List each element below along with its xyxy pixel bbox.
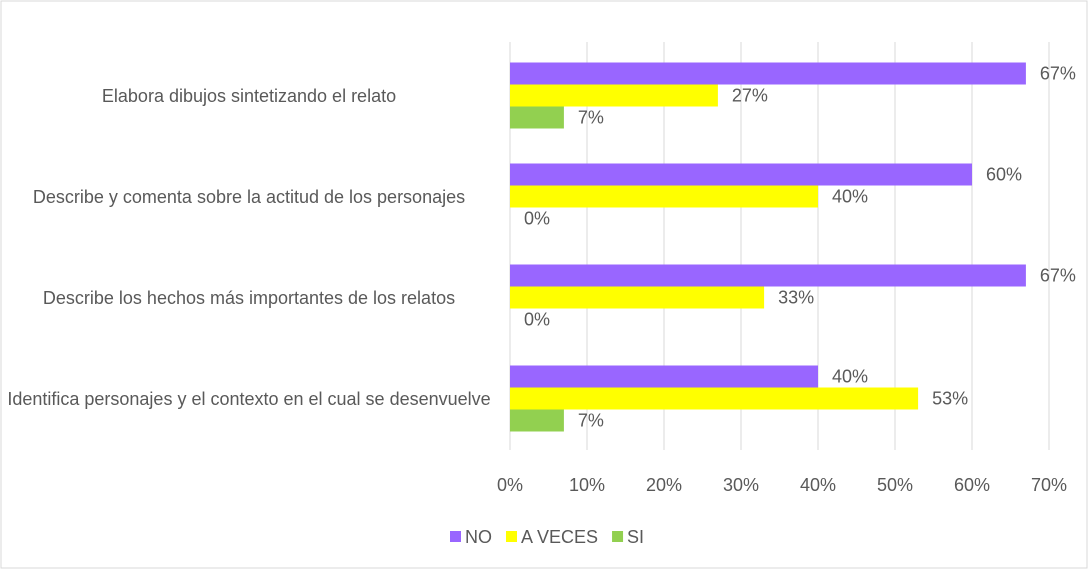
x-tick-label: 40%	[800, 475, 836, 495]
x-tick-label: 50%	[877, 475, 913, 495]
data-label: 53%	[932, 388, 968, 408]
data-label: 0%	[524, 208, 550, 228]
data-label: 33%	[778, 287, 814, 307]
bar	[510, 106, 564, 129]
category-label: Describe los hechos más importantes de l…	[42, 287, 456, 308]
legend-swatch	[612, 531, 624, 542]
data-label: 40%	[832, 366, 868, 386]
bar	[510, 185, 818, 208]
data-label: 7%	[578, 410, 604, 430]
bar	[510, 365, 818, 388]
legend-swatch	[450, 531, 461, 542]
bar	[510, 163, 972, 186]
legend-label: NO	[465, 527, 492, 547]
data-label: 60%	[986, 164, 1022, 184]
x-tick-label: 70%	[1031, 475, 1067, 495]
data-label: 67%	[1040, 265, 1076, 285]
bar	[510, 62, 1026, 85]
x-tick-label: 20%	[646, 475, 682, 495]
category-label: Identifica personajes y el contexto en e…	[7, 388, 491, 409]
data-label: 7%	[578, 107, 604, 127]
legend-label: A VECES	[521, 527, 598, 547]
x-tick-label: 10%	[569, 475, 605, 495]
data-label: 0%	[524, 309, 550, 329]
x-tick-label: 60%	[954, 475, 990, 495]
legend-label: SI	[627, 527, 644, 547]
x-tick-label: 0%	[497, 475, 523, 495]
bar	[510, 286, 765, 309]
bar	[510, 264, 1026, 287]
data-label: 40%	[832, 186, 868, 206]
data-label: 27%	[732, 85, 768, 105]
category-label: Describe y comenta sobre la actitud de l…	[32, 186, 466, 207]
data-label: 67%	[1040, 63, 1076, 83]
x-tick-label: 30%	[723, 475, 759, 495]
legend-swatch	[506, 531, 517, 542]
bar	[510, 387, 919, 410]
bar	[510, 84, 718, 107]
category-label: Elabora dibujos sintetizando el relato	[101, 85, 397, 106]
bar	[510, 409, 564, 432]
